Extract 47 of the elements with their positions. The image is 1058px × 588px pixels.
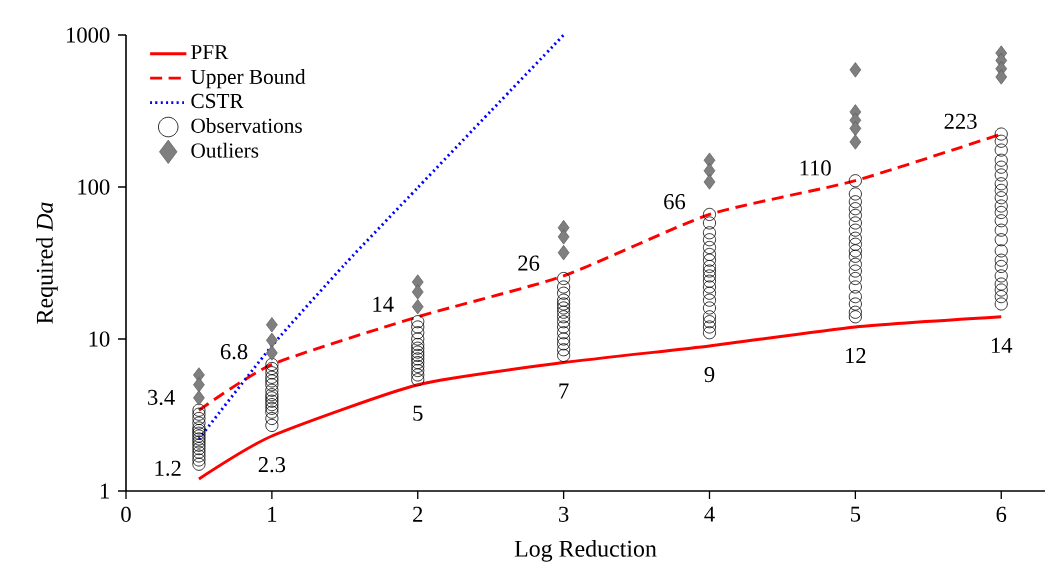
data-label: 7 [559, 383, 569, 399]
x-tick-label: 2 [413, 506, 423, 522]
point [995, 69, 1008, 85]
x-tick-label: 0 [121, 506, 131, 522]
data-label: 5 [413, 405, 423, 421]
y-tick-label: 1000 [67, 27, 110, 43]
point [849, 62, 862, 78]
x-tick-label: 3 [559, 506, 569, 522]
data-label: 9 [704, 367, 715, 383]
data-label: 3.4 [148, 389, 175, 406]
point [849, 134, 862, 150]
data-label: 110 [800, 160, 831, 176]
point [193, 390, 205, 406]
point [266, 332, 278, 348]
x-tick-label: 5 [851, 506, 861, 522]
y-tick-label: 1 [100, 483, 109, 499]
y-tick-label: 100 [78, 179, 110, 195]
legend-label: PFR [191, 45, 229, 60]
y-tick-label: 10 [89, 331, 110, 347]
point [193, 377, 205, 393]
data-label: 14 [373, 296, 394, 312]
y-axis-title: Required Da [36, 202, 58, 324]
point [411, 284, 424, 300]
point [703, 174, 716, 190]
legend-label: CSTR [191, 93, 244, 109]
data-label: 12 [846, 348, 866, 363]
legend-label: Outliers [191, 142, 259, 158]
data-label: 6.8 [220, 343, 248, 360]
legend-label: Observations [191, 117, 302, 133]
x-tick-label: 4 [704, 506, 715, 522]
x-tick-label: 1 [268, 506, 277, 522]
data-label: 223 [944, 113, 977, 129]
x-axis-title: Log Reduction [514, 539, 657, 562]
point [266, 317, 278, 333]
data-label: 26 [518, 255, 540, 271]
point [266, 345, 278, 361]
point [557, 245, 570, 261]
data-label: 14 [991, 337, 1013, 353]
legend-label: Upper Bound [190, 69, 306, 89]
point [557, 229, 570, 245]
data-label: 2.3 [258, 457, 286, 473]
x-tick-label: 6 [996, 506, 1007, 522]
point [849, 120, 862, 137]
point [703, 163, 716, 179]
data-label: 1.2 [155, 460, 181, 476]
data-label: 66 [664, 194, 686, 210]
point [411, 299, 424, 315]
